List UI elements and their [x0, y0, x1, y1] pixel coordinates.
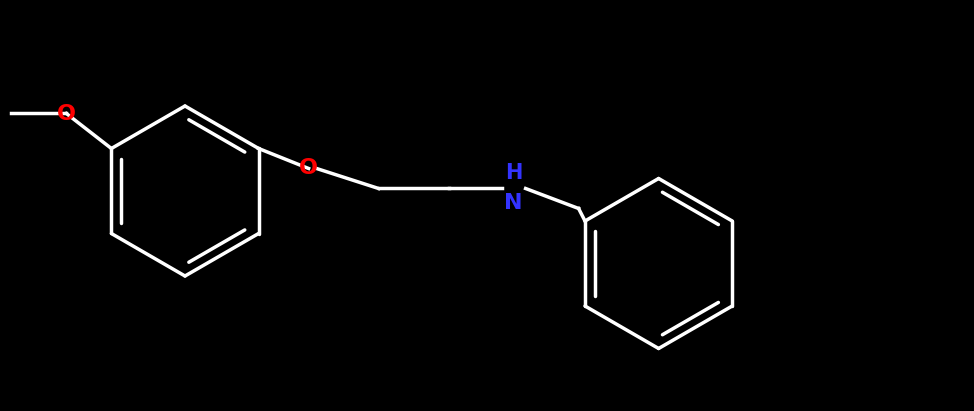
Text: O: O: [299, 159, 318, 178]
Text: N: N: [505, 194, 523, 213]
Text: H: H: [505, 164, 522, 183]
Text: O: O: [56, 104, 76, 123]
